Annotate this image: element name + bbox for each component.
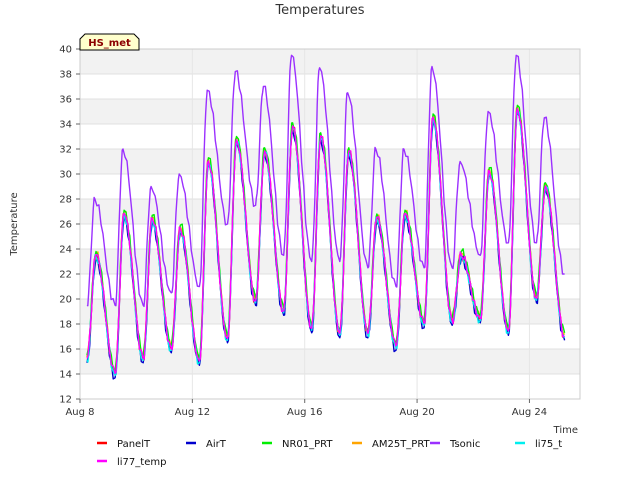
y-tick-label: 26 <box>59 220 72 231</box>
y-tick-label: 38 <box>59 70 72 81</box>
legend-label-am25t-prt: AM25T_PRT <box>372 439 431 450</box>
legend-label-li75-t: li75_t <box>535 439 562 450</box>
series-layer <box>86 54 566 380</box>
y-tick-label: 14 <box>59 370 72 381</box>
y-tick-label: 24 <box>59 245 72 256</box>
y-tick-label: 12 <box>59 395 72 406</box>
x-tick-label: Aug 24 <box>512 407 547 418</box>
y-tick-label: 22 <box>59 270 72 281</box>
x-tick-label: Aug 12 <box>175 407 210 418</box>
x-axis-ticks: Aug 8 Aug 12 Aug 16 Aug 20 Aug 24 <box>65 399 547 418</box>
series-line-li77-temp <box>86 107 565 375</box>
x-tick-label: Aug 8 <box>65 407 94 418</box>
y-axis-ticks: 12 14 16 18 20 22 24 26 28 30 32 34 36 38 40 <box>59 45 80 406</box>
badge-shape <box>79 33 140 51</box>
x-tick-label: Aug 16 <box>287 407 322 418</box>
background-bands <box>80 49 580 374</box>
y-tick-label: 20 <box>59 295 72 306</box>
legend-label-tsonic: Tsonic <box>449 439 480 450</box>
background-band <box>80 249 580 274</box>
legend-label-airt: AirT <box>206 439 227 450</box>
y-tick-label: 36 <box>59 95 72 106</box>
y-tick-label: 18 <box>59 320 72 331</box>
series-line-nr01-prt <box>86 104 566 373</box>
y-tick-label: 34 <box>59 120 72 131</box>
y-tick-label: 16 <box>59 345 72 356</box>
background-band <box>80 349 580 374</box>
legend-label-li77-temp: li77_temp <box>117 457 166 468</box>
y-tick-label: 30 <box>59 170 72 181</box>
background-band <box>80 49 580 74</box>
background-band <box>80 99 580 124</box>
hs-met-badge: HS_met <box>79 33 140 51</box>
legend: PanelT AirT NR01_PRT AM25T_PRT Tsonic li75_tl… <box>97 439 562 468</box>
y-tick-label: 32 <box>59 145 72 156</box>
chart-title: Temperatures <box>274 3 364 18</box>
legend-label-nr01-prt: NR01_PRT <box>282 439 333 450</box>
y-tick-label: 40 <box>59 45 72 56</box>
badge-label: HS_met <box>88 38 131 49</box>
y-axis-label: Temperature <box>9 192 20 256</box>
series-line-tsonic <box>86 54 565 308</box>
y-tick-label: 28 <box>59 195 72 206</box>
x-tick-label: Aug 20 <box>399 407 434 418</box>
legend-label-panelt: PanelT <box>117 439 151 450</box>
x-axis-label: Time <box>553 425 578 436</box>
